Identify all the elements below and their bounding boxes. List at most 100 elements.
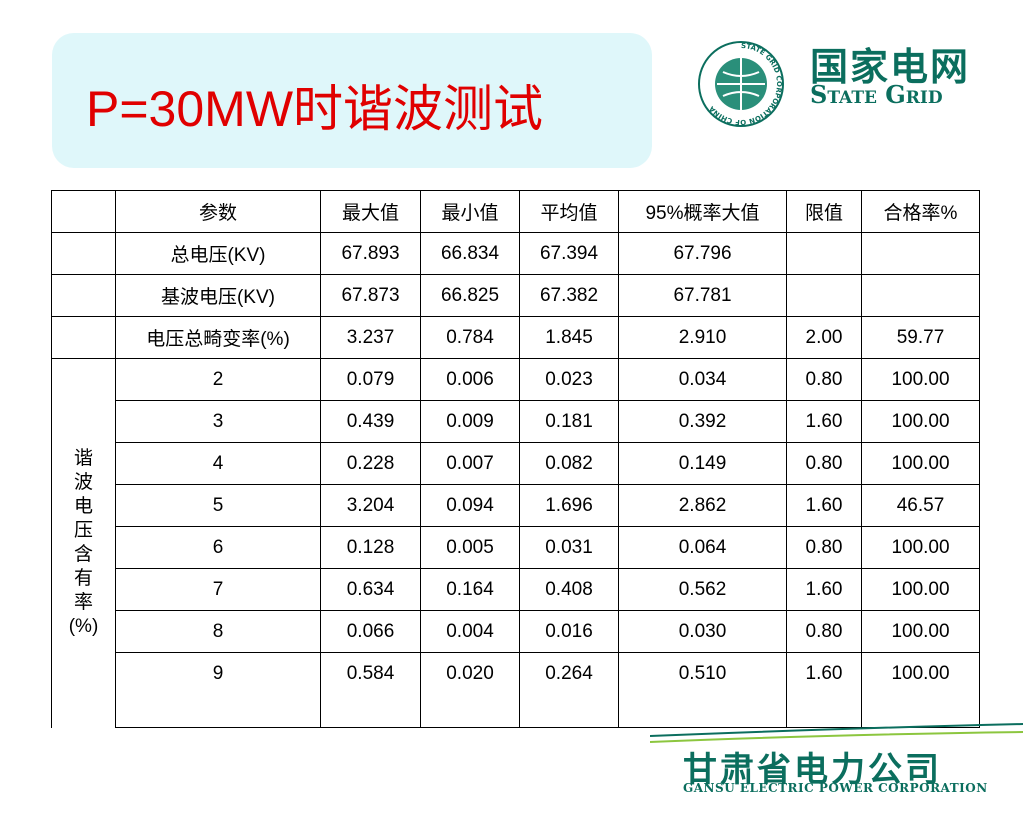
value-cell: 0.164	[420, 568, 520, 611]
value-cell: 0.80	[786, 442, 862, 485]
value-cell: 0.408	[519, 568, 619, 611]
value-cell: 0.128	[320, 526, 421, 569]
value-cell: 0.079	[320, 358, 421, 401]
value-cell	[861, 274, 980, 317]
value-cell: 0.094	[420, 484, 520, 527]
group-label-char: 波	[73, 472, 93, 494]
value-cell: 0.030	[618, 610, 787, 653]
value-cell: 2.00	[786, 316, 862, 359]
group-label-char: (%)	[68, 616, 99, 638]
value-cell: 100.00	[861, 442, 980, 485]
group-label-char: 率	[73, 592, 93, 614]
table-row: 5 3.204 0.094 1.696 2.862 1.60 46.57	[52, 484, 980, 527]
header-cell: 合格率%	[861, 190, 980, 233]
value-cell: 100.00	[861, 400, 980, 443]
header-cell: 参数	[115, 190, 321, 233]
table-row: 总电压(KV) 67.893 66.834 67.394 67.796	[51, 232, 980, 275]
value-cell: 0.020	[420, 652, 520, 728]
value-cell: 67.781	[618, 274, 787, 317]
value-cell: 100.00	[861, 610, 980, 653]
header-cell: 最大值	[320, 190, 421, 233]
group-label-char: 压	[73, 520, 93, 542]
data-table: 参数 最大值 最小值 平均值 95%概率大值 限值 合格率% 总电压(KV) 67.893 66.…	[51, 190, 980, 728]
table-row: 电压总畸变率(%) 3.237 0.784 1.845 2.910 2.00 59.77	[51, 316, 980, 359]
group-label: 谐波电压含有率 (%)	[51, 358, 116, 728]
value-cell: 0.031	[519, 526, 619, 569]
table-row: 8 0.066 0.004 0.016 0.030 0.80 100.00	[52, 610, 980, 653]
value-cell: 0.80	[786, 526, 862, 569]
value-cell: 67.893	[320, 232, 421, 275]
blank-cell	[51, 232, 116, 275]
value-cell: 0.004	[420, 610, 520, 653]
logo-seal: STATE GRID CORPORATION OF CHINA	[698, 41, 784, 127]
param-cell: 电压总畸变率(%)	[115, 316, 321, 359]
param-cell: 5	[115, 484, 321, 527]
value-cell: 66.834	[420, 232, 520, 275]
value-cell: 3.237	[320, 316, 421, 359]
value-cell: 67.382	[519, 274, 619, 317]
param-cell: 总电压(KV)	[115, 232, 321, 275]
value-cell: 0.006	[420, 358, 520, 401]
value-cell: 0.016	[519, 610, 619, 653]
footer-en: GANSU ELECTRIC POWER CORPORATION	[683, 781, 988, 795]
logo-en: State Grid	[810, 80, 943, 109]
value-cell: 0.510	[618, 652, 787, 728]
value-cell: 0.562	[618, 568, 787, 611]
value-cell: 0.784	[420, 316, 520, 359]
header-cell: 限值	[786, 190, 862, 233]
group-label-char: 含	[73, 544, 93, 566]
value-cell	[786, 274, 862, 317]
group-label-char: 有	[73, 568, 93, 590]
table-row: 9 0.584 0.020 0.264 0.510 1.60 100.00	[52, 652, 980, 728]
param-cell: 7	[115, 568, 321, 611]
logo-cn: 国家电网	[810, 45, 971, 89]
value-cell: 0.80	[786, 358, 862, 401]
value-cell: 1.845	[519, 316, 619, 359]
value-cell: 2.910	[618, 316, 787, 359]
param-cell: 4	[115, 442, 321, 485]
value-cell	[861, 232, 980, 275]
value-cell: 0.392	[618, 400, 787, 443]
header-cell: 最小值	[420, 190, 520, 233]
value-cell: 1.60	[786, 568, 862, 611]
value-cell: 100.00	[861, 358, 980, 401]
value-cell: 100.00	[861, 568, 980, 611]
value-cell: 3.204	[320, 484, 421, 527]
value-cell	[786, 232, 862, 275]
table-row: 6 0.128 0.005 0.031 0.064 0.80 100.00	[52, 526, 980, 569]
value-cell: 67.873	[320, 274, 421, 317]
value-cell: 1.696	[519, 484, 619, 527]
param-cell: 8	[115, 610, 321, 653]
value-cell: 0.181	[519, 400, 619, 443]
param-cell: 9	[115, 652, 321, 728]
blank-cell	[51, 274, 116, 317]
param-cell: 6	[115, 526, 321, 569]
table-row: 7 0.634 0.164 0.408 0.562 1.60 100.00	[52, 568, 980, 611]
value-cell: 0.066	[320, 610, 421, 653]
value-cell: 0.264	[519, 652, 619, 728]
value-cell: 100.00	[861, 526, 980, 569]
value-cell: 0.034	[618, 358, 787, 401]
value-cell: 0.009	[420, 400, 520, 443]
title: P=30MW时谐波测试	[86, 81, 544, 137]
table-row: 参数 最大值 最小值 平均值 95%概率大值 限值 合格率%	[51, 190, 980, 233]
group-label-char: 谐	[73, 448, 93, 470]
header-cell: 95%概率大值	[618, 190, 787, 233]
header-cell: 平均值	[519, 190, 619, 233]
value-cell: 1.60	[786, 400, 862, 443]
value-cell: 0.149	[618, 442, 787, 485]
param-cell: 3	[115, 400, 321, 443]
value-cell: 66.825	[420, 274, 520, 317]
param-cell: 2	[115, 358, 321, 401]
group-label-char: 电	[73, 496, 93, 518]
value-cell: 0.439	[320, 400, 421, 443]
param-cell: 基波电压(KV)	[115, 274, 321, 317]
decor-lines	[650, 723, 1023, 743]
value-cell: 2.862	[618, 484, 787, 527]
table-row: 4 0.228 0.007 0.082 0.149 0.80 100.00	[52, 442, 980, 485]
value-cell: 0.584	[320, 652, 421, 728]
value-cell: 100.00	[861, 652, 980, 728]
value-cell: 0.023	[519, 358, 619, 401]
footer-cn: 甘肃省电力公司	[683, 750, 942, 790]
